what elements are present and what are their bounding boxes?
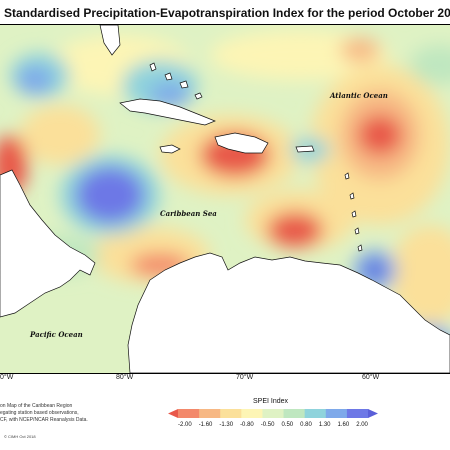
legend-swatch <box>325 409 348 418</box>
caption-line: CF, with NCEP/NCAR Reanalysis Data. <box>0 417 88 423</box>
caption-line: on Map of the Caribbean Region <box>0 403 73 409</box>
legend-swatch <box>283 409 306 418</box>
legend-tick-label: 0.80 <box>300 422 312 428</box>
legend-tick-label: -0.50 <box>260 422 275 428</box>
longitude-label: 80°W <box>116 374 134 381</box>
caption-line: egating station based observations, <box>0 410 79 416</box>
legend-tick-label: 1.60 <box>337 422 350 428</box>
legend-swatch <box>241 409 263 418</box>
legend-swatch <box>178 409 200 418</box>
florida <box>99 25 121 56</box>
legend-swatch <box>262 409 285 418</box>
bahamas <box>149 62 203 100</box>
cuba <box>119 98 216 126</box>
puerto-rico <box>295 145 315 153</box>
spei-anomaly-field <box>0 30 450 365</box>
longitude-label: 0°W <box>0 374 14 381</box>
legend-tick-label: 1.30 <box>318 422 331 428</box>
legend-tick-label: 2.00 <box>356 422 368 428</box>
legend-swatch <box>168 409 178 418</box>
hispaniola <box>214 132 269 154</box>
jamaica <box>159 144 181 154</box>
legend-swatch <box>220 409 242 418</box>
legend-tick-label: 0.50 <box>281 422 294 428</box>
legend-swatch <box>368 409 378 418</box>
land-masses <box>0 25 450 373</box>
legend-tick-label: -1.60 <box>198 422 213 428</box>
legend-ticks: -2.00 -1.60 -1.30 -0.80 -0.50 0.50 0.80 1.30 1.6… <box>178 422 368 428</box>
map-title: Standardised Precipitation-Evapotranspir… <box>4 6 450 20</box>
legend-tick-label: -1.30 <box>219 422 234 428</box>
central-america <box>0 169 96 318</box>
pacific-ocean-label: Pacific Ocean <box>29 330 83 339</box>
caribbean-sea-label: Caribbean Sea <box>160 209 217 218</box>
longitude-label: 60°W <box>362 374 380 381</box>
legend-tick-label: -0.80 <box>240 422 254 428</box>
spei-legend: SPEI Index -2.00 -1.60 -1.30 -0.80 -0.50 0.50… <box>168 398 378 428</box>
legend-swatch <box>346 409 369 418</box>
atlantic-ocean-label: Atlantic Ocean <box>329 91 388 100</box>
legend-swatch <box>199 409 221 418</box>
south-america <box>127 252 450 373</box>
lesser-antilles <box>344 172 363 252</box>
spei-map-canvas: Atlantic Ocean Caribbean Sea Pacific Oce… <box>0 25 450 373</box>
map-caption: on Map of the Caribbean Region egating s… <box>0 403 130 424</box>
legend-colorbar <box>168 409 378 418</box>
legend-title: SPEI Index <box>252 398 289 405</box>
legend-tick-label: -2.00 <box>178 422 192 428</box>
spei-map: Atlantic Ocean Caribbean Sea Pacific Oce… <box>0 24 450 374</box>
legend-swatch <box>304 409 327 418</box>
copyright-text: © CIMH Oct 2018 <box>4 434 36 439</box>
longitude-label: 70°W <box>236 374 254 381</box>
